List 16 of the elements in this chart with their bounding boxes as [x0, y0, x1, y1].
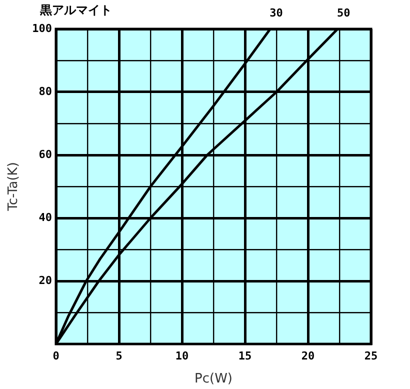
x-tick-label: 15 — [238, 349, 252, 362]
x-tick-label: 10 — [175, 349, 189, 362]
x-tick-label: 25 — [364, 349, 378, 362]
series-label: 50 — [336, 6, 350, 20]
chart-title: 黒アルマイト — [39, 3, 112, 18]
x-axis-title: Pc(W) — [194, 372, 232, 387]
y-tick-label: 60 — [38, 148, 52, 161]
y-tick-label: 80 — [38, 84, 52, 98]
y-tick-label: 20 — [38, 274, 52, 287]
y-tick-label: 40 — [38, 210, 52, 224]
y-axis-title: Tc-Ta(K) — [6, 162, 22, 212]
series-label: 30 — [270, 6, 283, 20]
x-tick-label: 20 — [301, 349, 315, 362]
y-tick-label: 100 — [32, 22, 52, 35]
x-tick-label: 5 — [116, 349, 122, 362]
x-tick-label: 0 — [52, 349, 60, 362]
